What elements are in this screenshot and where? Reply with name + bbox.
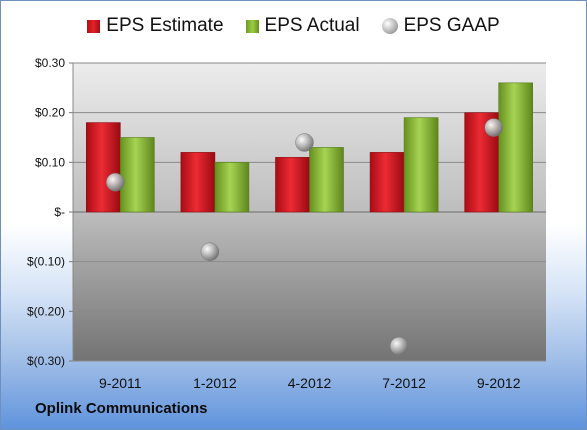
eps-estimate-bar [86,122,121,213]
eps-actual-bar [403,117,439,213]
eps-gaap-marker [295,133,314,152]
y-tick-label: $0.10 [35,155,65,169]
eps-gaap-swatch [381,18,398,34]
eps-gaap-marker [484,118,503,137]
eps-actual-bar [214,162,250,213]
x-tick-label: 9-2011 [99,375,142,391]
legend-label-eps-actual: EPS Actual [264,15,360,36]
legend-item-eps-actual: EPS Actual [245,15,360,37]
legend-item-eps-gaap: EPS GAAP [381,15,500,37]
eps-gaap-marker [389,336,409,356]
eps-gaap-marker [200,242,220,261]
eps-estimate-bar [369,152,405,213]
eps-gaap-marker [106,172,125,192]
legend-item-eps-estimate: EPS Estimate [87,15,224,37]
y-tick-label: $(0.30) [27,354,65,368]
x-tick-label: 4-2012 [288,375,332,391]
legend: EPS Estimate EPS Actual EPS GAAP [1,15,586,37]
legend-label-eps-gaap: EPS GAAP [403,15,500,36]
eps-actual-bar [309,147,344,213]
x-tick-label: 7-2012 [382,375,426,391]
legend-label-eps-estimate: EPS Estimate [106,15,224,36]
x-tick-label: 1-2012 [193,375,237,391]
eps-actual-bar [120,137,155,213]
company-name: Oplink Communications [35,400,208,417]
y-tick-label: $0.20 [35,106,65,120]
eps-estimate-swatch [87,19,101,33]
y-tick-label: $0.30 [35,56,65,70]
y-tick-label: $- [54,205,65,219]
y-tick-label: $(0.10) [27,255,65,269]
eps-actual-bar [498,82,534,213]
eps-estimate-bar [275,157,310,213]
eps-estimate-bar [180,152,216,213]
x-tick-label: 9-2012 [477,375,521,391]
eps-actual-swatch [245,19,259,33]
y-tick-label: $(0.20) [27,304,65,318]
